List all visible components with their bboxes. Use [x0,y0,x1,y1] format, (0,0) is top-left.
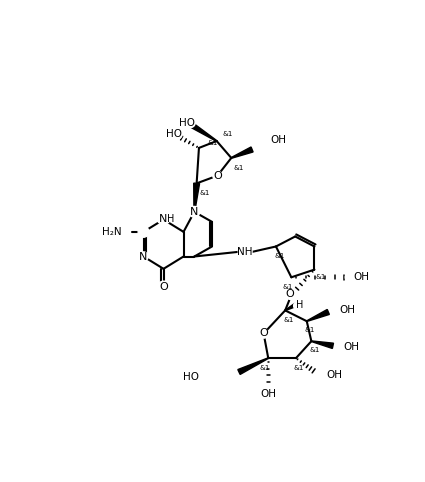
Ellipse shape [259,329,268,338]
Polygon shape [238,358,268,375]
Ellipse shape [286,290,297,300]
Text: OH: OH [326,370,342,380]
Ellipse shape [197,373,212,382]
Polygon shape [285,303,298,310]
Text: HO: HO [165,129,181,139]
Text: &1: &1 [275,253,285,259]
Text: N: N [139,252,148,262]
Ellipse shape [263,388,274,398]
Text: &1: &1 [284,318,294,323]
Text: &1: &1 [305,327,315,334]
Text: &1: &1 [222,131,232,137]
Polygon shape [194,183,200,212]
Polygon shape [306,309,329,321]
Text: &1: &1 [208,140,218,146]
Text: OH: OH [271,135,286,145]
Polygon shape [231,147,253,158]
Text: O: O [159,281,168,292]
Text: OH: OH [353,272,369,282]
Ellipse shape [213,171,222,180]
Text: OH: OH [344,342,360,351]
Ellipse shape [158,281,169,292]
Text: &1: &1 [199,190,210,196]
Ellipse shape [138,227,149,237]
Text: O: O [286,289,294,299]
Text: HO: HO [183,373,199,382]
Text: HO: HO [178,118,195,128]
Ellipse shape [139,252,148,261]
Ellipse shape [189,206,200,217]
Text: O: O [259,329,268,338]
Text: N: N [190,207,198,217]
Text: &1: &1 [282,284,293,290]
Ellipse shape [238,246,252,257]
Text: &1: &1 [259,365,269,371]
Text: &1: &1 [309,348,320,353]
Polygon shape [311,341,334,348]
Text: O: O [213,171,222,181]
Ellipse shape [262,135,275,145]
Ellipse shape [332,306,344,315]
Ellipse shape [294,301,303,310]
Text: &1: &1 [315,273,326,280]
Text: OH: OH [339,306,355,315]
Ellipse shape [170,130,182,139]
Text: NH: NH [238,247,253,257]
Text: &1: &1 [234,165,244,171]
Text: H₂N: H₂N [102,227,122,237]
Text: &1: &1 [294,365,304,371]
Ellipse shape [157,215,170,224]
Text: H: H [167,214,174,224]
Ellipse shape [336,342,348,351]
Text: H: H [296,300,303,310]
Polygon shape [187,121,217,141]
Text: N: N [159,214,168,224]
Ellipse shape [183,119,195,128]
Ellipse shape [345,273,357,282]
Ellipse shape [318,371,331,380]
Text: OH: OH [260,389,276,399]
